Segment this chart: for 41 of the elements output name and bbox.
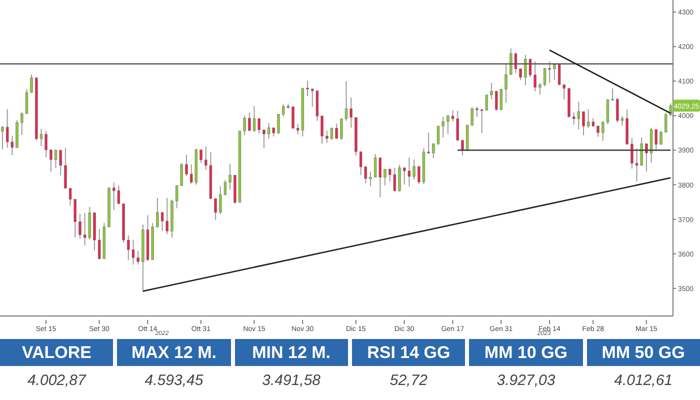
candlestick bbox=[369, 171, 372, 187]
candlestick bbox=[461, 140, 464, 156]
candlestick bbox=[30, 74, 33, 94]
text: 4.002,87 bbox=[26, 371, 88, 391]
candlestick bbox=[292, 106, 294, 130]
text: VALORE bbox=[0, 339, 114, 366]
candlestick bbox=[200, 149, 202, 164]
candlestick bbox=[611, 88, 614, 101]
candlestick bbox=[553, 64, 556, 80]
candlestick bbox=[156, 197, 159, 228]
text: 3.927,03 bbox=[496, 371, 556, 391]
candlestick bbox=[277, 113, 280, 134]
candlestick bbox=[262, 129, 266, 149]
text: 4.593,45 bbox=[144, 371, 204, 391]
candlestick bbox=[660, 130, 662, 145]
candlestick bbox=[519, 68, 522, 81]
text: MM 10 GG bbox=[469, 339, 583, 366]
text: 3.491,58 bbox=[261, 371, 322, 391]
candlestick bbox=[476, 106, 478, 118]
text: MIN 12 M. bbox=[234, 339, 348, 366]
candlestick bbox=[398, 164, 401, 192]
candlestick bbox=[504, 64, 508, 104]
text: 4.012,61 bbox=[613, 371, 674, 391]
candlestick bbox=[582, 111, 585, 136]
candlestick bbox=[306, 80, 309, 97]
text: MAX 12 M. bbox=[117, 339, 231, 366]
candlestick bbox=[412, 159, 416, 180]
candlestick bbox=[446, 114, 450, 134]
candlestick bbox=[228, 164, 232, 190]
candlestick bbox=[64, 147, 67, 190]
candlestick bbox=[384, 168, 386, 186]
text: RSI 14 GG bbox=[352, 339, 466, 366]
candlestick bbox=[490, 82, 493, 100]
candlestick bbox=[645, 143, 648, 172]
candlestick bbox=[320, 114, 324, 144]
candlestick bbox=[78, 213, 82, 240]
candlestick bbox=[185, 154, 188, 177]
candlestick bbox=[1, 126, 4, 150]
text: MM 50 GG bbox=[586, 339, 700, 366]
candlestick bbox=[214, 198, 217, 220]
text: 52,72 bbox=[388, 371, 428, 391]
